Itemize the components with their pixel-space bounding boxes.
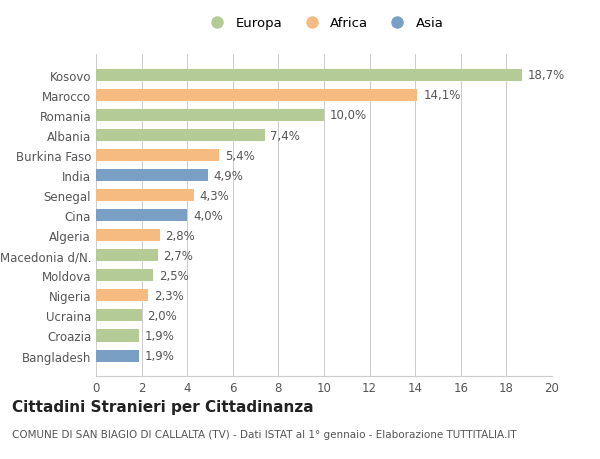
Bar: [96, 270, 153, 282]
Text: 4,0%: 4,0%: [193, 209, 223, 222]
Bar: [96, 190, 194, 202]
Bar: [96, 170, 208, 182]
Bar: [96, 110, 324, 122]
Text: 1,9%: 1,9%: [145, 329, 175, 342]
Text: 4,9%: 4,9%: [214, 169, 243, 182]
Bar: [96, 330, 139, 342]
Text: Cittadini Stranieri per Cittadinanza: Cittadini Stranieri per Cittadinanza: [12, 399, 314, 414]
Bar: [96, 90, 418, 102]
Text: 7,4%: 7,4%: [271, 129, 300, 142]
Text: COMUNE DI SAN BIAGIO DI CALLALTA (TV) - Dati ISTAT al 1° gennaio - Elaborazione : COMUNE DI SAN BIAGIO DI CALLALTA (TV) - …: [12, 429, 517, 439]
Bar: [96, 290, 148, 302]
Bar: [96, 70, 523, 82]
Bar: [96, 250, 158, 262]
Text: 10,0%: 10,0%: [330, 109, 367, 122]
Text: 14,1%: 14,1%: [423, 89, 461, 102]
Text: 2,3%: 2,3%: [154, 289, 184, 302]
Text: 5,4%: 5,4%: [225, 149, 254, 162]
Text: 2,5%: 2,5%: [158, 269, 188, 282]
Bar: [96, 310, 142, 322]
Bar: [96, 150, 219, 162]
Text: 2,0%: 2,0%: [148, 309, 177, 322]
Legend: Europa, Africa, Asia: Europa, Africa, Asia: [199, 12, 449, 35]
Bar: [96, 130, 265, 142]
Text: 2,8%: 2,8%: [166, 229, 195, 242]
Text: 2,7%: 2,7%: [163, 249, 193, 262]
Text: 1,9%: 1,9%: [145, 349, 175, 362]
Bar: [96, 210, 187, 222]
Text: 18,7%: 18,7%: [528, 69, 565, 82]
Bar: [96, 230, 160, 242]
Text: 4,3%: 4,3%: [200, 189, 229, 202]
Bar: [96, 350, 139, 362]
